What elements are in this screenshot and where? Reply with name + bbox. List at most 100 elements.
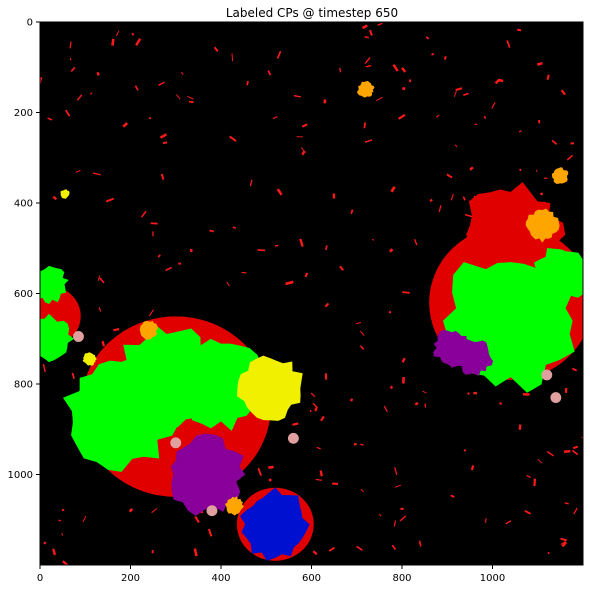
red-speck: [454, 144, 458, 148]
red-speck: [494, 78, 501, 85]
red-speck: [300, 147, 306, 153]
red-speck: [82, 515, 87, 523]
red-speck: [499, 402, 503, 405]
red-speck: [157, 254, 161, 258]
region-right-blob-green-2: [533, 248, 583, 306]
red-speck: [560, 89, 566, 96]
red-speck: [257, 467, 262, 476]
red-speck: [159, 133, 167, 139]
red-speck: [484, 518, 487, 523]
red-speck: [61, 508, 65, 512]
red-speck: [194, 516, 200, 524]
red-speck: [547, 551, 550, 555]
red-speck: [135, 38, 142, 46]
region-small-yellow-left: [60, 189, 70, 199]
red-speck: [463, 92, 469, 97]
red-speck: [463, 448, 467, 452]
red-speck: [332, 482, 338, 485]
red-speck: [162, 141, 168, 145]
red-speck: [43, 541, 47, 545]
red-speck: [165, 266, 173, 272]
red-speck: [506, 40, 511, 48]
x-tick-label: 400: [211, 573, 230, 584]
red-speck: [150, 222, 158, 225]
red-speck: [176, 94, 181, 100]
red-speck: [209, 229, 215, 233]
red-speck: [272, 116, 278, 120]
red-speck: [483, 115, 487, 119]
region-top-orange: [357, 81, 375, 98]
red-speck: [383, 405, 388, 413]
red-speck: [312, 550, 318, 556]
red-speck: [69, 41, 72, 49]
red-speck: [394, 484, 402, 488]
red-speck: [573, 507, 578, 515]
red-speck: [467, 392, 470, 395]
region-far-left-yellow: [82, 352, 97, 366]
red-speck: [375, 96, 383, 102]
red-speck: [453, 90, 457, 97]
red-speck: [96, 71, 100, 76]
red-speck: [188, 100, 194, 104]
red-speck: [446, 173, 453, 179]
red-speck: [226, 281, 230, 287]
red-speck: [413, 238, 418, 246]
red-speck: [564, 502, 569, 505]
red-speck: [429, 198, 433, 202]
red-speck: [560, 540, 566, 545]
red-speck: [332, 193, 336, 199]
chart-title: Labeled CPs @ timestep 650: [226, 6, 398, 20]
red-speck: [388, 310, 392, 314]
red-speck: [246, 80, 249, 86]
red-speck: [519, 168, 522, 172]
region-far-left-green: [40, 313, 75, 363]
red-speck: [151, 550, 154, 554]
red-speck: [339, 67, 342, 73]
red-speck: [52, 195, 58, 201]
red-speck: [571, 367, 578, 372]
red-speck: [309, 409, 312, 412]
region-far-left-green-2: [40, 265, 69, 304]
red-speck: [400, 507, 404, 510]
red-speck: [571, 449, 579, 456]
red-speck: [315, 478, 323, 481]
red-speck: [89, 92, 93, 95]
red-speck: [538, 119, 541, 124]
y-tick-label: 0: [27, 18, 33, 29]
red-speck: [392, 64, 399, 72]
red-speck: [160, 173, 165, 180]
red-speck: [551, 139, 558, 145]
red-speck: [193, 548, 198, 557]
red-speck: [314, 407, 318, 412]
red-speck: [389, 385, 394, 390]
red-speck: [561, 541, 568, 548]
red-speck: [324, 373, 328, 380]
red-speck: [389, 248, 394, 253]
red-speck: [470, 465, 475, 471]
red-speck: [310, 392, 316, 398]
red-speck: [232, 226, 237, 229]
red-speck: [424, 403, 427, 408]
red-speck: [364, 57, 371, 64]
red-speck: [328, 546, 335, 552]
red-speck: [474, 123, 478, 126]
red-speck: [274, 244, 279, 247]
pink-patch: [206, 505, 218, 517]
red-speck: [98, 307, 102, 312]
red-speck: [69, 57, 72, 61]
red-speck: [356, 545, 363, 551]
red-speck: [564, 387, 568, 393]
red-speck: [276, 188, 283, 196]
red-speck: [339, 265, 344, 271]
red-speck: [268, 465, 274, 469]
red-speck: [401, 86, 406, 91]
red-speck: [450, 193, 454, 201]
red-speck: [276, 51, 282, 59]
y-tick-label: 200: [14, 108, 33, 119]
red-speck: [518, 424, 522, 430]
red-speck: [76, 94, 83, 101]
red-speck: [105, 197, 115, 203]
red-speck: [178, 262, 181, 265]
red-speck: [301, 123, 308, 128]
red-speck: [75, 169, 81, 173]
